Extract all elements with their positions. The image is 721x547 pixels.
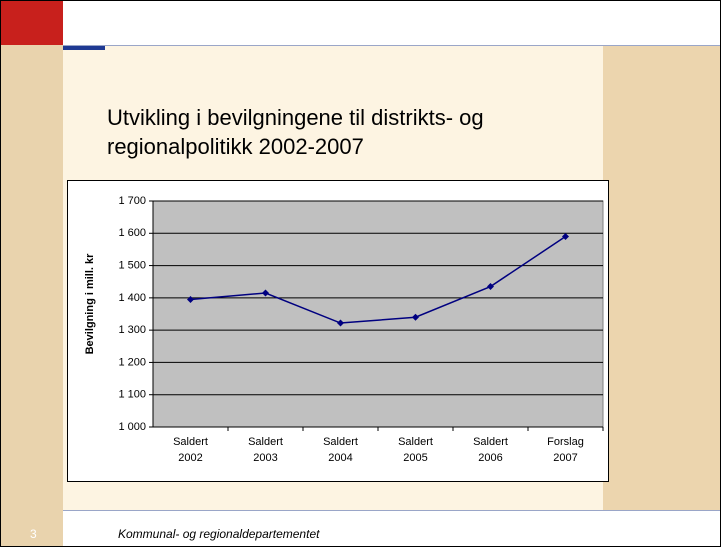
y-tick-label: 1 200 <box>118 356 146 368</box>
chart-box: Bevilgning i mill. kr 1 000 1 100 1 200 1 3… <box>67 180 609 482</box>
slide: 3 Kommunal- og regionaldepartementet Utv… <box>0 0 721 547</box>
plot-area <box>153 201 603 427</box>
y-tick-label: 1 100 <box>118 389 146 401</box>
y-tick-label: 1 400 <box>118 292 146 304</box>
x-tick-label: Saldert 2002 <box>161 434 221 466</box>
y-tick-label: 1 600 <box>118 227 146 239</box>
x-tick-label: Saldert 2004 <box>311 434 371 466</box>
y-axis-title: Bevilgning i mill. kr <box>84 253 96 355</box>
y-tick-label: 1 300 <box>118 324 146 336</box>
y-tick-label: 1 700 <box>118 195 146 207</box>
slide-title: Utvikling i bevilgningene til distrikts-… <box>107 103 587 161</box>
x-tick-label: Saldert 2003 <box>236 434 296 466</box>
y-tick-label: 1 500 <box>118 259 146 271</box>
x-tick-label: Saldert 2006 <box>461 434 521 466</box>
y-tick-label: 1 000 <box>118 421 146 433</box>
x-tick-label: Saldert 2005 <box>386 434 446 466</box>
x-tick-label: Forslag 2007 <box>536 434 596 466</box>
